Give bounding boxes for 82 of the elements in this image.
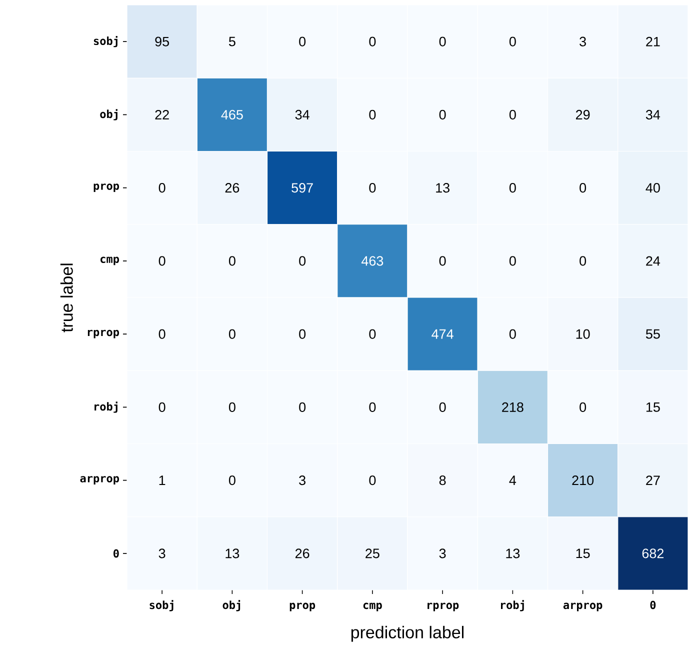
y-tick-label: prop xyxy=(94,184,119,192)
x-tick-label: cmp xyxy=(363,602,382,612)
data-label: 8 xyxy=(439,476,446,486)
y-tick-label: robj xyxy=(94,402,118,413)
data-label: 0 xyxy=(509,110,516,120)
data-label: 13 xyxy=(506,548,520,558)
x-tick-label: 0 xyxy=(650,600,656,610)
data-label: 597 xyxy=(292,183,313,193)
x-tick-label: rprop xyxy=(428,602,459,612)
data-label: 0 xyxy=(580,183,586,193)
data-label: 4 xyxy=(509,476,516,485)
data-label: 5 xyxy=(228,36,236,46)
data-label: 25 xyxy=(366,548,380,558)
data-label: 0 xyxy=(228,402,236,412)
y-tick-label: sobj xyxy=(94,36,118,48)
data-label: 24 xyxy=(646,256,660,266)
data-label: 34 xyxy=(295,110,310,120)
data-label: 0 xyxy=(158,183,166,193)
y-tick-label: 0 xyxy=(114,549,119,558)
data-label: 10 xyxy=(576,329,590,339)
data-label: 0 xyxy=(509,183,516,193)
data-label: 218 xyxy=(502,402,524,412)
data-label: 15 xyxy=(646,402,660,412)
data-label: 95 xyxy=(155,36,169,46)
data-label: 0 xyxy=(509,329,516,339)
data-label: 0 xyxy=(158,329,166,339)
data-label: 21 xyxy=(646,36,660,46)
x-tick-label: sobj xyxy=(150,600,174,612)
data-label: 15 xyxy=(576,548,590,558)
data-label: 0 xyxy=(299,329,306,339)
data-label: 0 xyxy=(509,36,516,46)
data-label: 13 xyxy=(436,183,450,193)
y-tick-label: rprop xyxy=(88,330,119,338)
data-label: 0 xyxy=(369,183,376,193)
data-label: 0 xyxy=(580,402,586,412)
data-label: 0 xyxy=(369,36,376,46)
data-label: 0 xyxy=(580,256,586,266)
data-label: 474 xyxy=(432,329,454,339)
data-label: 26 xyxy=(225,183,240,193)
data-label: 27 xyxy=(646,476,660,486)
data-label: 0 xyxy=(439,110,446,120)
data-label: 0 xyxy=(369,110,376,120)
data-label: 0 xyxy=(439,402,446,412)
data-label: 0 xyxy=(299,36,306,46)
data-label: 465 xyxy=(221,110,243,120)
data-label: 3 xyxy=(158,548,166,558)
data-label: 55 xyxy=(646,329,660,339)
data-label: 0 xyxy=(509,256,516,266)
data-label: 0 xyxy=(228,476,236,486)
data-label: 3 xyxy=(299,476,306,486)
data-label: 0 xyxy=(228,256,236,266)
data-label: 22 xyxy=(155,110,169,120)
data-label: 0 xyxy=(439,256,446,266)
data-label: 682 xyxy=(642,548,664,558)
data-label: 0 xyxy=(299,256,306,266)
data-label: 0 xyxy=(228,329,236,339)
data-label: 463 xyxy=(361,256,384,266)
y-tick-label: obj xyxy=(100,109,118,120)
x-axis-title: prediction label xyxy=(351,626,464,642)
data-label: 0 xyxy=(158,256,166,266)
y-tick-label: cmp xyxy=(100,256,119,266)
data-label: 3 xyxy=(580,36,586,46)
x-tick-label: robj xyxy=(501,600,524,612)
data-label: 0 xyxy=(299,402,306,412)
data-label: 210 xyxy=(572,476,594,486)
data-label: 0 xyxy=(369,402,376,412)
data-label: 0 xyxy=(439,36,446,46)
data-label: 0 xyxy=(369,329,376,339)
data-label: 26 xyxy=(295,548,310,558)
data-label: 1 xyxy=(159,476,166,485)
data-label: 0 xyxy=(369,476,376,486)
data-label: 34 xyxy=(646,110,660,120)
x-tick-label: arprop xyxy=(563,602,602,612)
x-tick-label: obj xyxy=(222,600,240,612)
data-label: 13 xyxy=(226,548,240,558)
data-label: 3 xyxy=(439,548,446,558)
data-label: 0 xyxy=(158,402,166,412)
y-tick-label: arprop xyxy=(80,476,119,485)
x-tick-label: prop xyxy=(290,602,316,612)
data-label: 40 xyxy=(646,183,660,193)
y-axis-title: true label xyxy=(60,264,73,332)
data-label: 29 xyxy=(576,110,590,120)
